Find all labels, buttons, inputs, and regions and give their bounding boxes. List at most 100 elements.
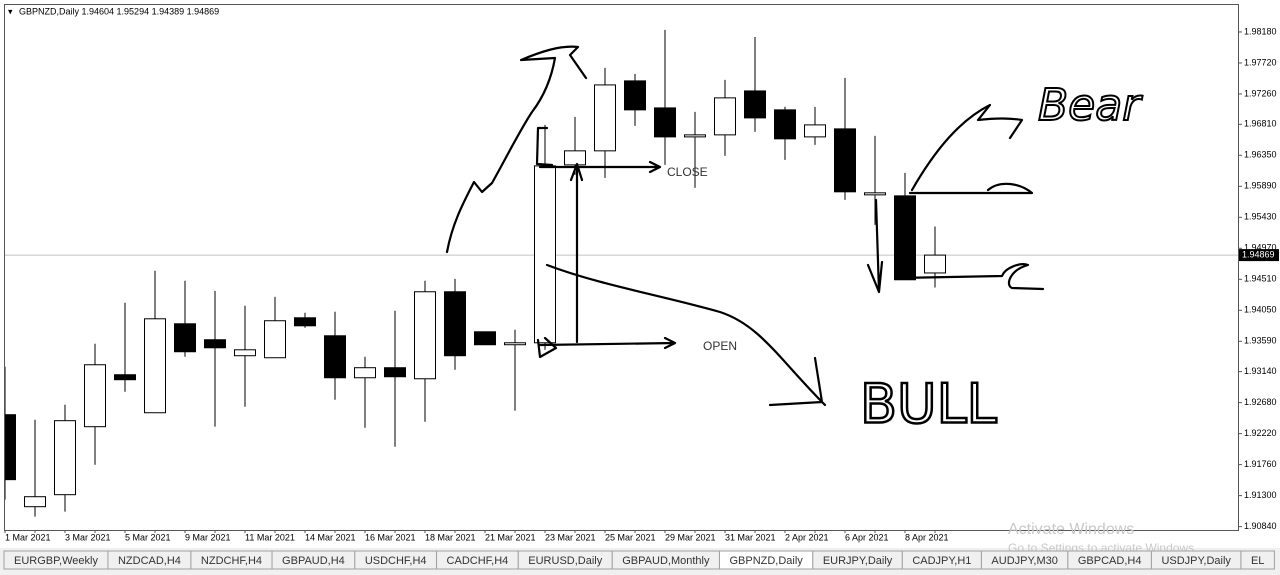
candle-body [804, 124, 826, 138]
candle-body [684, 134, 706, 138]
candle-body [924, 254, 946, 274]
arrow [545, 263, 827, 407]
tab-label: GBPAUD,H4 [282, 555, 345, 567]
tab[interactable]: USDCHF,H4 [354, 550, 438, 570]
y-tick-label: 1.93590 [1244, 336, 1277, 346]
tab[interactable]: EURGBP,Weekly [3, 550, 109, 570]
candle-body [714, 97, 736, 136]
candle-body [834, 128, 856, 193]
chart-title: ▾ [8, 6, 13, 16]
tab[interactable]: GBPAUD,H4 [271, 550, 356, 570]
tab[interactable]: CADJPY,H1 [901, 550, 982, 570]
candle-body [294, 317, 316, 327]
x-tick-label: 31 Mar 2021 [725, 532, 776, 542]
candle-body [654, 107, 676, 138]
candle-body [564, 150, 586, 166]
y-tick-label: 1.95430 [1244, 212, 1277, 222]
hand-drawing [445, 45, 1045, 407]
y-tick-label: 1.94970 [1244, 243, 1277, 253]
y-tick-label: 1.94050 [1244, 305, 1277, 315]
tab[interactable]: GBPAUD,Monthly [611, 550, 720, 570]
x-tick-label: 18 Mar 2021 [425, 532, 476, 542]
tab-label: GBPAUD,Monthly [622, 555, 710, 567]
candle-body [744, 90, 766, 119]
arrow [538, 336, 677, 350]
x-tick-label: 16 Mar 2021 [365, 532, 416, 542]
candle-body [384, 367, 406, 378]
candle-body [474, 331, 496, 346]
x-tick-label: 11 Mar 2021 [245, 532, 295, 542]
price-label: 1.94869 [1242, 249, 1275, 259]
tab[interactable]: EURUSD,Daily [517, 550, 613, 570]
x-tick-label: 25 Mar 2021 [605, 532, 656, 542]
x-tick-label: 14 Mar 2021 [305, 532, 356, 542]
tab-label: USDCHF,H4 [365, 555, 427, 567]
tab-label: USDJPY,Daily [1161, 555, 1231, 567]
tab-label: GBPCAD,H4 [1078, 555, 1142, 567]
tab[interactable]: CADCHF,H4 [436, 550, 519, 570]
x-tick-label: 5 Mar 2021 [125, 532, 171, 542]
y-tick-label: 1.96810 [1244, 119, 1277, 129]
tab-box [1240, 550, 1275, 570]
y-tick-label: 1.92680 [1244, 397, 1277, 407]
tab[interactable]: GBPCAD,H4 [1067, 550, 1152, 570]
tab[interactable]: NZDCAD,H4 [107, 550, 192, 570]
candle-body [264, 320, 286, 359]
y-tick-label: 1.90840 [1244, 521, 1277, 531]
price-label-bg [1239, 249, 1279, 262]
x-tick-label: 1 Mar 2021 [5, 532, 51, 542]
candle-body [864, 192, 886, 196]
y-tick-label: 1.96350 [1244, 150, 1277, 160]
tab[interactable]: USDJPY,Daily [1150, 550, 1242, 570]
hand-label: BULL [860, 373, 997, 436]
tab[interactable]: NZDCHF,H4 [190, 550, 273, 570]
stroke [896, 263, 1045, 291]
candle-body [204, 339, 226, 349]
candle-body [594, 84, 616, 152]
candle-body [534, 165, 556, 344]
y-tick-label: 1.93140 [1244, 366, 1277, 376]
candle-body [234, 349, 256, 357]
x-tick-label: 29 Mar 2021 [665, 532, 716, 542]
arrow [910, 103, 1024, 192]
candle-body [504, 342, 526, 346]
y-tick-label: 1.92220 [1244, 428, 1277, 438]
y-tick-label: 1.97720 [1244, 57, 1277, 67]
candle-body [444, 291, 466, 357]
stroke [908, 182, 1034, 195]
tab[interactable]: EL [1240, 550, 1275, 570]
candle-body [24, 496, 46, 508]
x-tick-label: 2 Apr 2021 [785, 532, 829, 542]
candle-body [84, 364, 106, 428]
candle-body [54, 420, 76, 496]
y-tick-label: 1.91760 [1244, 459, 1277, 469]
chart-title: GBPNZD,Daily 1.94604 1.95294 1.94389 1.9… [19, 6, 219, 16]
candle-body [114, 374, 136, 381]
tab-label: CADCHF,H4 [447, 555, 509, 567]
candle-body [414, 291, 436, 380]
tab-label: EL [1251, 555, 1264, 567]
tab[interactable]: AUDJPY,M30 [980, 550, 1069, 570]
tab[interactable]: EURJPY,Daily [812, 550, 903, 570]
arrow [866, 198, 884, 294]
arrow [569, 162, 584, 344]
x-tick-label: 8 Apr 2021 [905, 532, 949, 542]
tab-label: EURUSD,Daily [528, 555, 602, 567]
x-tick-label: 3 Mar 2021 [65, 532, 111, 542]
y-tick-label: 1.94510 [1244, 274, 1277, 284]
tab-label: CADJPY,H1 [912, 555, 971, 567]
hand-label: Bear [1038, 80, 1143, 131]
candle-body [144, 318, 166, 414]
x-tick-label: 9 Mar 2021 [185, 532, 231, 542]
tab[interactable]: GBPNZD,Daily [718, 550, 814, 570]
tab-label: EURJPY,Daily [823, 555, 893, 567]
plot-frame [4, 4, 1239, 531]
candle-body [324, 335, 346, 379]
tab-label: NZDCHF,H4 [201, 555, 262, 567]
candle-body [624, 80, 646, 111]
annotation: OPEN [703, 339, 737, 353]
y-tick-label: 1.91300 [1244, 490, 1277, 500]
arrow [538, 160, 662, 174]
stroke [535, 126, 558, 359]
